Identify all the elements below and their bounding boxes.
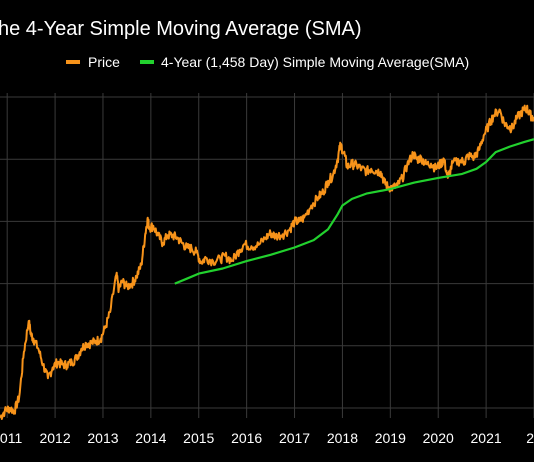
price-series-line xyxy=(0,104,534,420)
x-tick-label-7: 2018 xyxy=(327,430,358,446)
x-tick-label-9: 2020 xyxy=(423,430,454,446)
x-tick-label-3: 2014 xyxy=(135,430,166,446)
x-axis-ticks: 2011201220132014201520162017201820192020… xyxy=(0,430,534,446)
x-tick-label-2: 2013 xyxy=(87,430,118,446)
x-tick-label-11: 20 xyxy=(526,430,534,446)
x-tick-label-10: 2021 xyxy=(471,430,502,446)
legend-label-sma: 4-Year (1,458 Day) Simple Moving Average… xyxy=(161,54,469,70)
legend-swatch-price xyxy=(66,60,80,64)
x-tick-label-8: 2019 xyxy=(375,430,406,446)
x-tick-label-6: 2017 xyxy=(279,430,310,446)
x-tick-label-0: 2011 xyxy=(0,430,22,446)
series-layer xyxy=(0,104,534,420)
x-tick-label-4: 2015 xyxy=(183,430,214,446)
chart-title: he 4-Year Simple Moving Average (SMA) xyxy=(0,18,362,40)
sma-series-line xyxy=(174,138,534,285)
x-tick-label-1: 2012 xyxy=(39,430,70,446)
legend: Price 4-Year (1,458 Day) Simple Moving A… xyxy=(66,54,469,70)
legend-swatch-sma xyxy=(140,60,154,64)
legend-label-price: Price xyxy=(88,54,120,70)
x-tick-label-5: 2016 xyxy=(231,430,262,446)
